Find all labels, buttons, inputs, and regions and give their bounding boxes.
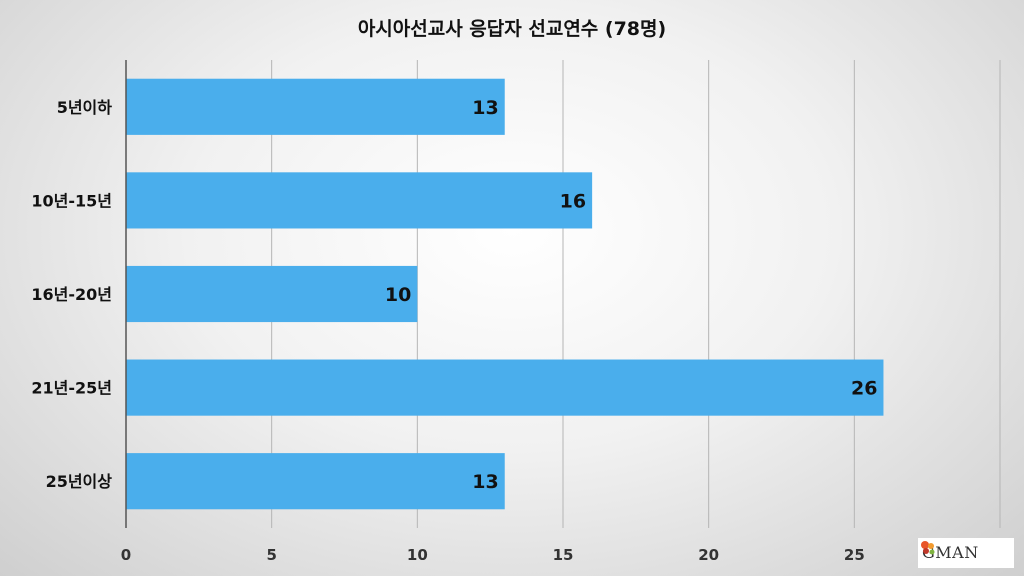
x-tick-label: 20 xyxy=(698,546,719,564)
x-tick-label: 10 xyxy=(407,546,428,564)
data-label: 16 xyxy=(560,190,586,212)
bar xyxy=(126,265,418,323)
category-label: 5년이하 xyxy=(57,98,113,117)
data-label: 13 xyxy=(472,97,498,119)
labels: 0 5 10 15 20 25 5년이하 13 10년-15년 16 16년-20년 10 21년-25… xyxy=(31,97,877,564)
category-label: 21년-25년 xyxy=(31,379,112,398)
category-label: 10년-15년 xyxy=(31,191,112,210)
x-tick-label: 0 xyxy=(121,546,131,564)
bar xyxy=(126,453,505,510)
data-label: 26 xyxy=(851,378,877,400)
data-label: 13 xyxy=(472,471,498,493)
x-tick-label: 5 xyxy=(266,546,276,564)
gman-logo-text: GMAN xyxy=(922,543,979,562)
x-tick-label: 25 xyxy=(844,546,865,564)
bar xyxy=(126,359,884,416)
bar xyxy=(126,78,505,135)
data-label: 10 xyxy=(385,284,411,306)
x-tick-label: 15 xyxy=(553,546,574,564)
chart-title: 아시아선교사 응답자 선교연수 (78명) xyxy=(357,18,667,40)
gman-logo-icon xyxy=(921,541,935,555)
category-label: 16년-20년 xyxy=(31,285,112,304)
gman-logo: GMAN xyxy=(918,538,1014,568)
bars xyxy=(126,78,884,510)
bar xyxy=(126,172,593,229)
category-label: 25년이상 xyxy=(46,472,113,491)
